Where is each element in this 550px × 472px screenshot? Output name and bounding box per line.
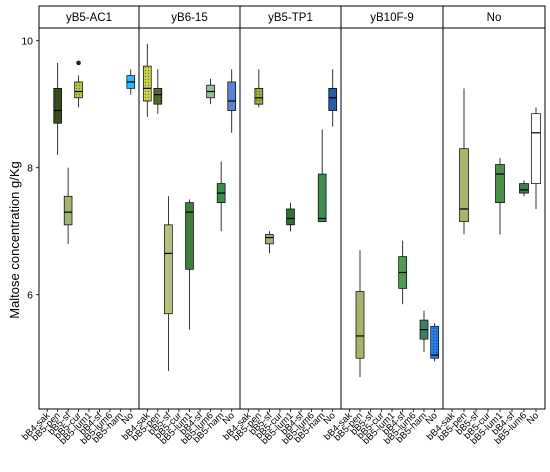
- x-tick-label: No: [525, 410, 541, 426]
- box-bB5-pen: [254, 69, 264, 108]
- panel-title: yB5-TP1: [268, 12, 313, 24]
- box-No: [531, 107, 541, 209]
- panel-title: No: [487, 12, 502, 24]
- box-body: [286, 208, 295, 226]
- box-bB5-lum1: [286, 202, 295, 232]
- box-body: [63, 195, 73, 226]
- box-bB5-lum1: [495, 158, 505, 235]
- box-bB5-pen: [355, 250, 365, 378]
- box-No: [328, 69, 338, 127]
- box-bB5-sf: [265, 231, 274, 254]
- box-bB5-cur: [74, 60, 83, 108]
- y-tick-label: 10: [21, 36, 33, 48]
- box-body: [164, 224, 173, 315]
- box-bB5-lum1: [185, 199, 194, 330]
- outlier-point: [76, 60, 81, 66]
- panel: yB10F-9bB4-sakbB5-penbB5-sfbB5-curbB5-lu…: [322, 5, 444, 447]
- panel: yB6-15bB4-sakbB5-penbB5-sfbB5-curbB5-lum…: [120, 5, 241, 447]
- y-tick-label: 8: [27, 163, 33, 175]
- box-body: [185, 202, 194, 270]
- box-bB4-sf: [398, 240, 408, 305]
- box-body: [265, 234, 274, 245]
- box-bB5-pen: [459, 88, 469, 235]
- box-texture: [74, 81, 83, 98]
- box-body: [459, 148, 469, 223]
- box-bB5-ham: [317, 129, 327, 223]
- box-No: [430, 323, 440, 362]
- box-bB5-pen: [53, 62, 62, 155]
- panel-frame: [442, 27, 546, 410]
- box-bB5-pen: [153, 69, 163, 114]
- panel: yB5-AC1bB4-sakbB5-penbB5-sfbB5-curbB5-lu…: [20, 5, 140, 447]
- box-body: [328, 87, 338, 111]
- panel-title: yB5-AC1: [66, 12, 112, 24]
- panel-title: yB10F-9: [370, 12, 413, 24]
- box-bB5-sf: [164, 196, 173, 371]
- y-axis-label: Maltose concentration g/Kg: [7, 161, 22, 319]
- box-No: [126, 69, 136, 95]
- panel: NobB4-sakbB5-penbB5-sfbB5-curbB5-lum1bB4…: [425, 5, 546, 447]
- box-No: [227, 69, 237, 133]
- box-body: [227, 81, 237, 111]
- y-tick-label: 6: [27, 290, 33, 302]
- panel-title: yB6-15: [171, 12, 207, 24]
- panels-layer: 6 8 10yB5-AC1bB4-sakbB5-penbB5-sfbB5-curbB…: [20, 5, 546, 447]
- box-body: [519, 183, 529, 194]
- box-body: [495, 164, 505, 203]
- box-texture: [430, 326, 439, 359]
- box-bB5-ham: [419, 310, 429, 352]
- box-texture: [143, 66, 152, 102]
- box-bB5-lum6: [206, 78, 215, 105]
- box-body: [317, 173, 327, 223]
- panel: yB5-TP1bB4-sakbB5-penbB5-sfbB5-curbB5-lu…: [221, 5, 342, 447]
- box-texture: [153, 88, 162, 105]
- box-bB5-sf: [63, 167, 73, 244]
- box-body: [531, 113, 541, 184]
- box-texture: [53, 88, 62, 124]
- box-texture: [254, 88, 263, 105]
- box-bB4-sak: [142, 43, 152, 117]
- box-body: [355, 291, 365, 359]
- box-bB5-lum6: [519, 180, 529, 197]
- box-bB5-ham: [216, 161, 226, 232]
- panel-frame: [38, 27, 140, 410]
